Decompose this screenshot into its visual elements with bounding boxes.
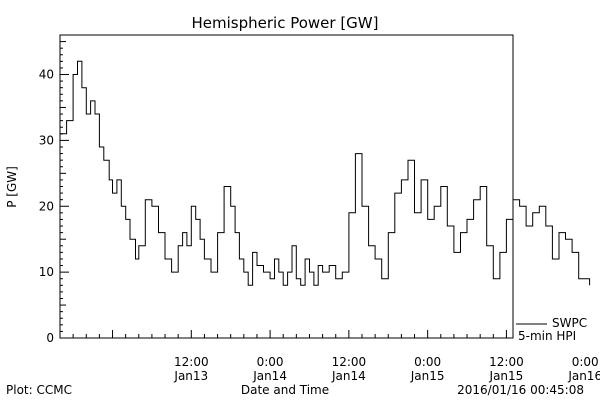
x-tick-label-date: Jan15 <box>410 369 445 383</box>
x-axis: 12:00Jan130:00Jan1412:00Jan140:00Jan1512… <box>72 330 600 383</box>
chart-title: Hemispheric Power [GW] <box>192 14 379 32</box>
footer-left: Plot: CCMC <box>6 383 72 397</box>
legend-entry-swpc: SWPC <box>552 316 587 330</box>
y-tick-label: 20 <box>39 199 54 213</box>
y-tick-label: 0 <box>46 331 54 345</box>
legend-entry-hpi: 5-min HPI <box>518 329 576 343</box>
x-tick-label-date: Jan16 <box>567 369 600 383</box>
legend: SWPC 5-min HPI <box>516 316 587 343</box>
y-axis-label: P [GW] <box>5 166 19 208</box>
series-line-0 <box>60 60 591 286</box>
y-tick-label: 40 <box>39 68 54 82</box>
x-tick-label-time: 0:00 <box>572 355 599 369</box>
x-tick-label-date: Jan13 <box>173 369 208 383</box>
footer-right: 2016/01/16 00:45:08 <box>457 383 584 397</box>
series-layer <box>60 60 591 286</box>
x-tick-label-date: Jan14 <box>252 369 287 383</box>
x-tick-label-time: 12:00 <box>332 355 367 369</box>
x-tick-label-time: 0:00 <box>414 355 441 369</box>
x-tick-label-time: 12:00 <box>174 355 209 369</box>
y-tick-label: 30 <box>39 133 54 147</box>
x-tick-label-time: 12:00 <box>489 355 524 369</box>
x-axis-label: Date and Time <box>241 383 329 397</box>
x-tick-label-date: Jan14 <box>331 369 366 383</box>
x-tick-label-date: Jan15 <box>489 369 524 383</box>
y-tick-label: 10 <box>39 265 54 279</box>
y-axis: 0 10 20 30 40 <box>39 34 69 345</box>
x-tick-label-time: 0:00 <box>257 355 284 369</box>
